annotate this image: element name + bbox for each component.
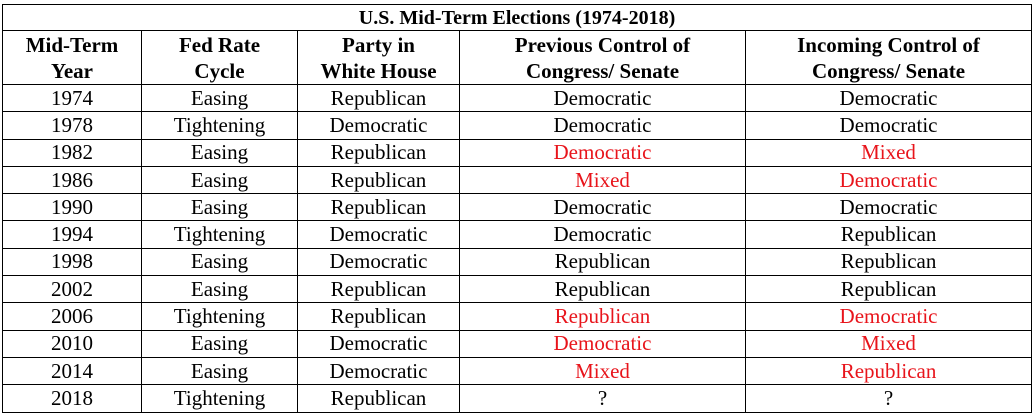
table-row: 1982 Easing Republican Democratic Mixed: [2, 138, 1033, 167]
cell-year: 1974: [2, 83, 142, 113]
cell-incoming-control: Democratic: [744, 302, 1033, 331]
header-line: Previous Control of: [514, 32, 691, 57]
cell-previous-control: Mixed: [459, 356, 746, 386]
cell-year: 2006: [2, 302, 142, 331]
header-line: Fed Rate: [178, 32, 261, 57]
header-party-in-white-house: Party in White House: [297, 30, 460, 85]
cell-party: Democratic: [297, 356, 460, 386]
cell-fed-rate-cycle: Easing: [141, 247, 298, 277]
cell-year: 2014: [2, 356, 142, 386]
cell-fed-rate-cycle: Tightening: [141, 111, 298, 140]
cell-party: Republican: [297, 193, 460, 222]
cell-previous-control: Democratic: [459, 329, 746, 358]
cell-party: Republican: [297, 275, 460, 304]
cell-previous-control: Democratic: [459, 83, 746, 113]
cell-fed-rate-cycle: Easing: [141, 193, 298, 222]
header-line: Mid-Term: [25, 32, 119, 57]
cell-previous-control: ?: [459, 384, 746, 413]
cell-incoming-control: Democratic: [744, 165, 1033, 195]
cell-previous-control: Democratic: [459, 138, 746, 167]
cell-previous-control: Republican: [459, 302, 746, 331]
table-row: 2010 Easing Democratic Democratic Mixed: [2, 329, 1033, 358]
table-row: 1974 Easing Republican Democratic Democratic: [2, 83, 1033, 113]
cell-incoming-control: Mixed: [744, 329, 1033, 358]
cell-year: 2002: [2, 275, 142, 304]
cell-incoming-control: Republican: [744, 275, 1033, 304]
table-row: 1994 Tightening Democratic Democratic Republ…: [2, 220, 1033, 249]
cell-year: 1994: [2, 220, 142, 249]
cell-year: 1986: [2, 165, 142, 195]
cell-party: Democratic: [297, 247, 460, 277]
table-row: 1978 Tightening Democratic Democratic Democr…: [2, 111, 1033, 140]
header-row: Mid-Term Year Fed Rate Cycle Party in Wh…: [2, 30, 1033, 85]
cell-party: Democratic: [297, 329, 460, 358]
header-fed-rate-cycle: Fed Rate Cycle: [141, 30, 298, 85]
cell-party: Democratic: [297, 111, 460, 140]
cell-previous-control: Democratic: [459, 193, 746, 222]
header-incoming-control: Incoming Control of Congress/ Senate: [744, 30, 1033, 85]
cell-incoming-control: Republican: [744, 247, 1033, 277]
cell-fed-rate-cycle: Easing: [141, 165, 298, 195]
cell-previous-control: Democratic: [459, 111, 746, 140]
cell-previous-control: Republican: [459, 275, 746, 304]
table-row: 2006 Tightening Republican Republican Democr…: [2, 302, 1033, 331]
cell-party: Republican: [297, 83, 460, 113]
table-row: 1986 Easing Republican Mixed Democratic: [2, 165, 1033, 195]
cell-fed-rate-cycle: Easing: [141, 275, 298, 304]
cell-previous-control: Democratic: [459, 220, 746, 249]
cell-previous-control: Republican: [459, 247, 746, 277]
cell-party: Democratic: [297, 220, 460, 249]
table-row: 1998 Easing Democratic Republican Republican: [2, 247, 1033, 277]
cell-year: 2018: [2, 384, 142, 413]
cell-year: 2010: [2, 329, 142, 358]
cell-party: Republican: [297, 384, 460, 413]
cell-incoming-control: Mixed: [744, 138, 1033, 167]
cell-previous-control: Mixed: [459, 165, 746, 195]
elections-table-container: U.S. Mid-Term Elections (1974-2018) Mid-…: [1, 4, 1033, 413]
cell-year: 1982: [2, 138, 142, 167]
table-title: U.S. Mid-Term Elections (1974-2018): [1, 4, 1033, 31]
cell-incoming-control: Democratic: [744, 111, 1033, 140]
header-line: Congress/ Senate: [525, 58, 680, 83]
cell-party: Republican: [297, 302, 460, 331]
table-row: 2014 Easing Democratic Mixed Republican: [2, 356, 1033, 386]
cell-fed-rate-cycle: Easing: [141, 138, 298, 167]
cell-incoming-control: ?: [744, 384, 1033, 413]
cell-incoming-control: Democratic: [744, 83, 1033, 113]
cell-fed-rate-cycle: Easing: [141, 329, 298, 358]
cell-fed-rate-cycle: Easing: [141, 83, 298, 113]
header-line: Year: [51, 58, 93, 83]
header-line: Congress/ Senate: [812, 58, 966, 83]
table-row: 2002 Easing Republican Republican Republican: [2, 275, 1033, 304]
table-row: 1990 Easing Republican Democratic Democratic: [2, 193, 1033, 222]
header-previous-control: Previous Control of Congress/ Senate: [459, 30, 746, 85]
cell-fed-rate-cycle: Tightening: [141, 384, 298, 413]
cell-fed-rate-cycle: Easing: [141, 356, 298, 386]
header-line: White House: [320, 58, 437, 83]
cell-incoming-control: Republican: [744, 356, 1033, 386]
cell-incoming-control: Democratic: [744, 193, 1033, 222]
cell-fed-rate-cycle: Tightening: [141, 220, 298, 249]
cell-year: 1990: [2, 193, 142, 222]
header-line: Incoming Control of: [797, 32, 980, 57]
cell-year: 1998: [2, 247, 142, 277]
cell-party: Republican: [297, 165, 460, 195]
cell-party: Republican: [297, 138, 460, 167]
cell-incoming-control: Republican: [744, 220, 1033, 249]
table-row: 2018 Tightening Republican??: [2, 384, 1033, 413]
table-body: 1974 Easing Republican Democratic Democratic…: [2, 83, 1033, 413]
header-mid-term-year: Mid-Term Year: [2, 30, 142, 85]
header-line: Party in: [342, 32, 415, 57]
elections-table: U.S. Mid-Term Elections (1974-2018) Mid-…: [1, 4, 1033, 413]
header-line: Cycle: [194, 58, 245, 83]
cell-fed-rate-cycle: Tightening: [141, 302, 298, 331]
cell-year: 1978: [2, 111, 142, 140]
